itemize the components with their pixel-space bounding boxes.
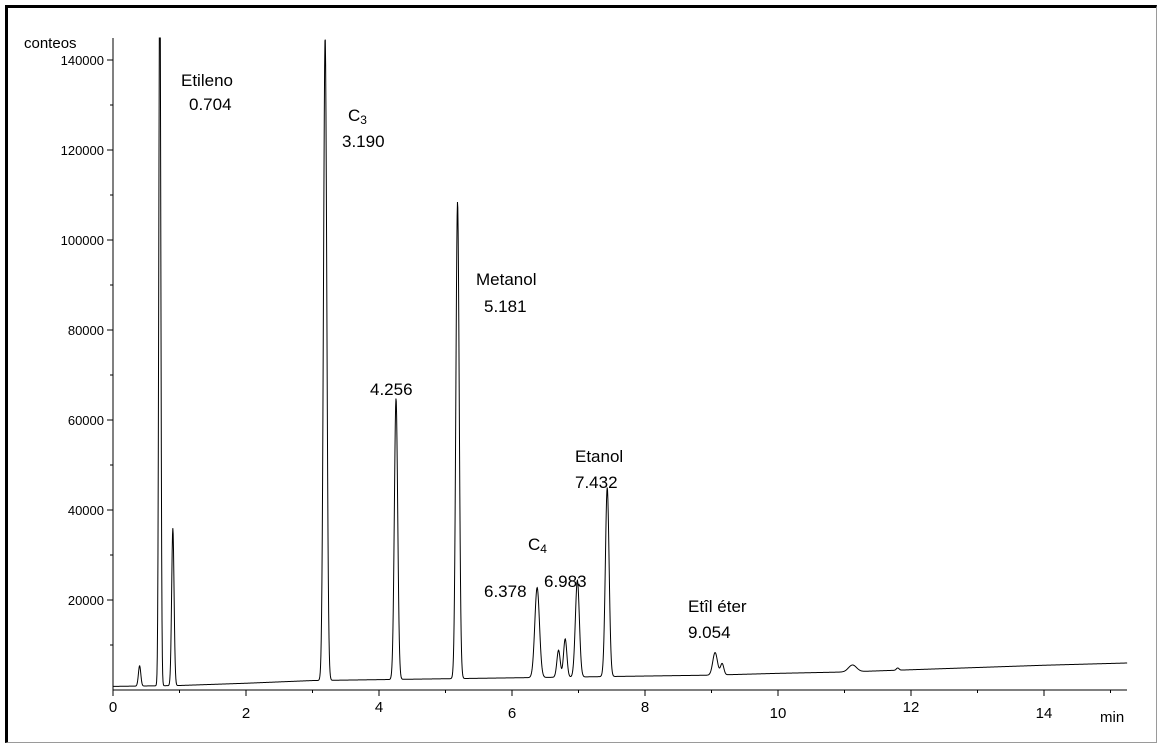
annotation-c4-name: C4 (528, 535, 547, 556)
x-axis-label: min (1100, 709, 1124, 726)
chart-frame (5, 5, 1157, 743)
peak-annotations: Etileno 0.704 C3 3.190 4.256 Metanol 5.1… (181, 71, 747, 642)
y-tick-label: 100000 (61, 233, 104, 248)
y-tick-label: 80000 (68, 323, 104, 338)
y-tick-label: 120000 (61, 143, 104, 158)
annotation-etileno-rt: 0.704 (189, 95, 232, 114)
annotation-etanol-name: Etanol (575, 447, 623, 466)
chromatogram-trace (113, 37, 1128, 687)
x-tick-label: 6 (508, 705, 516, 722)
x-tick-label: 2 (242, 705, 250, 722)
annotation-metanol-rt: 5.181 (484, 297, 527, 316)
y-tick-label: 140000 (61, 53, 104, 68)
x-ticks: 0 2 4 6 8 10 12 14 (109, 690, 1111, 722)
annotation-6983-rt: 6.983 (544, 572, 587, 591)
x-tick-label: 14 (1036, 705, 1053, 722)
x-tick-label: 0 (109, 699, 117, 716)
y-axis-label: conteos (24, 35, 77, 52)
x-tick-label: 8 (641, 699, 649, 716)
annotation-6378-rt: 6.378 (484, 582, 527, 601)
annotation-etileter-rt: 9.054 (688, 623, 731, 642)
annotation-etanol-rt: 7.432 (575, 473, 618, 492)
annotation-4256-rt: 4.256 (370, 380, 413, 399)
annotation-c3-name: C3 (348, 106, 367, 127)
annotation-etileter-name: Etîl éter (688, 597, 747, 616)
y-ticks: 20000 40000 60000 80000 100000 120000 140000 (61, 53, 113, 646)
annotation-metanol-name: Metanol (476, 270, 536, 289)
annotation-c3-rt: 3.190 (342, 132, 385, 151)
x-tick-label: 10 (770, 705, 787, 722)
y-tick-label: 40000 (68, 503, 104, 518)
y-tick-label: 20000 (68, 593, 104, 608)
y-tick-label: 60000 (68, 413, 104, 428)
x-tick-label: 12 (903, 699, 920, 716)
axes: conteos min (24, 35, 1127, 726)
annotation-etileno-name: Etileno (181, 71, 233, 90)
x-tick-label: 4 (375, 699, 383, 716)
